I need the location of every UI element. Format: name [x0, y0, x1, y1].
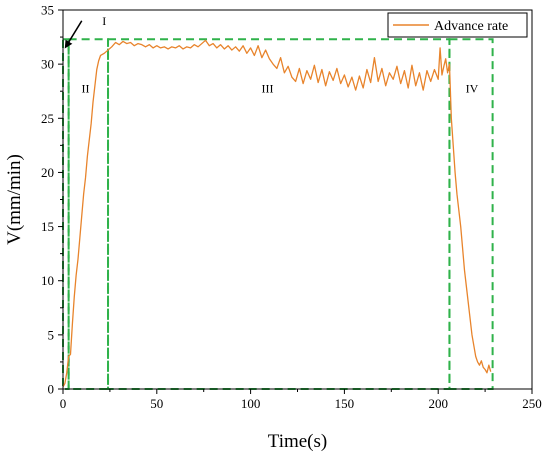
y-tick-label-25: 25	[41, 111, 54, 126]
legend-label-advance-rate: Advance rate	[434, 19, 508, 34]
x-tick-label-100: 100	[241, 396, 261, 411]
phase-label-1: I	[102, 14, 106, 28]
phase-label-3: III	[261, 81, 273, 95]
phase-label-2: II	[82, 81, 90, 95]
plot-frame	[62, 9, 533, 390]
y-tick-label-15: 15	[41, 219, 54, 234]
legend: Advance rate	[387, 12, 528, 38]
y-tick-label-5: 5	[48, 327, 55, 342]
y-axis-title: V(mm/min)	[4, 154, 25, 245]
x-tick-label-200: 200	[428, 396, 448, 411]
y-tick-label-0: 0	[48, 382, 55, 397]
plot-layer	[62, 20, 494, 390]
x-tick-label-250: 250	[522, 396, 542, 411]
y-tick-label-20: 20	[41, 165, 54, 180]
y-tick-label-35: 35	[41, 3, 54, 18]
y-tick-label-30: 30	[41, 57, 54, 72]
series-line-advance-rate	[63, 39, 492, 388]
phase-box-3	[107, 38, 451, 390]
x-tick-label-150: 150	[335, 396, 355, 411]
y-tick-label-10: 10	[41, 273, 54, 288]
phase-label-4: IV	[466, 81, 479, 95]
x-tick-label-50: 50	[150, 396, 163, 411]
axes-layer	[58, 9, 533, 394]
x-tick-label-0: 0	[60, 396, 67, 411]
x-axis-title: Time(s)	[268, 431, 327, 452]
annotation-arrow-1	[64, 20, 83, 49]
text-layer: Time(s) V(mm/min) III III IV0 50 100 150 200 25…	[4, 3, 542, 453]
